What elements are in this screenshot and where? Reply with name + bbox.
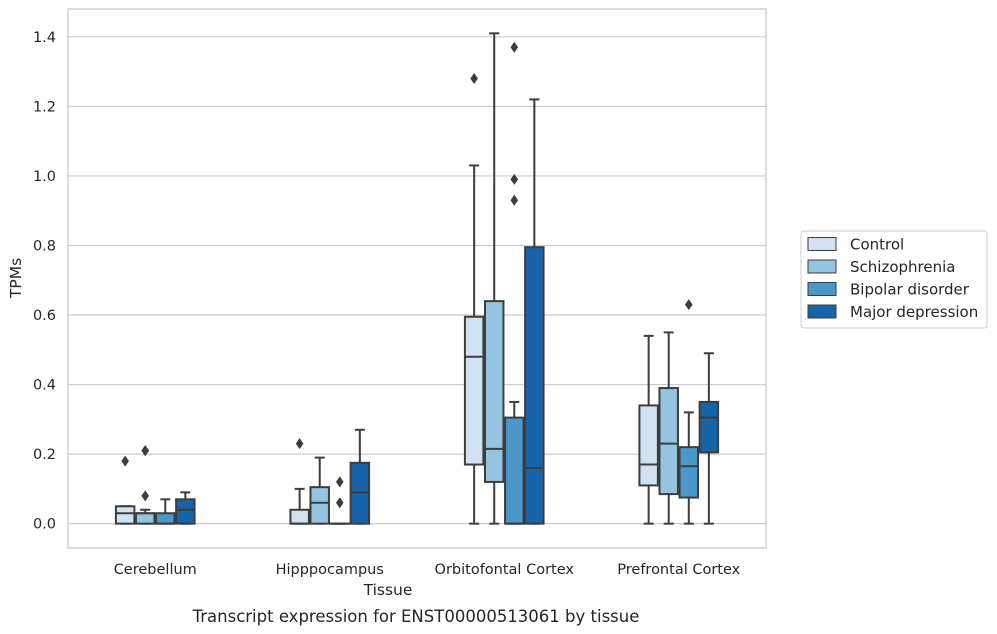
box-body (289, 508, 310, 525)
box-body (524, 246, 545, 525)
legend-box (800, 230, 988, 329)
outlier-point (141, 490, 150, 502)
series-bipolar-disorder (155, 41, 700, 525)
y-axis-ticks: 0.0 0.2 0.4 0.6 0.8 1.0 1.2 1.4 (33, 30, 56, 533)
legend-label: Control (850, 236, 904, 254)
box-element (175, 491, 196, 525)
outlier-point (295, 438, 304, 450)
series-major-depression (175, 98, 720, 525)
y-tick-label: 0.2 (33, 447, 56, 463)
chart-caption: Transcript expression for ENST0000051306… (192, 607, 640, 626)
box-body (309, 486, 330, 525)
box-element (678, 299, 700, 525)
x-tick-label: Orbitofontal Cortex (435, 562, 575, 578)
box-element (524, 98, 545, 525)
box-body (504, 416, 525, 525)
x-axis-ticks: Cerebellum Hipppocampus Orbitofontal Corte… (114, 562, 741, 578)
plot-frame (67, 8, 767, 549)
y-tick-label: 0.0 (33, 517, 56, 533)
outlier-point (510, 173, 519, 185)
box-element (289, 438, 310, 525)
box-element (329, 476, 351, 525)
y-tick-label: 1.2 (33, 99, 56, 115)
outlier-point (335, 476, 344, 488)
box-body (698, 400, 720, 454)
x-tick-label: Hipppocampus (276, 562, 384, 578)
outlier-point (121, 455, 129, 467)
x-axis-label: Tissue (363, 581, 413, 599)
x-tick-label: Prefrontal Cortex (617, 562, 740, 578)
outlier-point (684, 299, 693, 311)
y-tick-label: 1.0 (33, 169, 56, 185)
box-element (658, 331, 679, 525)
box-body (658, 387, 679, 496)
box-element (114, 455, 136, 525)
y-tick-label: 0.6 (33, 308, 56, 324)
legend-swatch (807, 304, 837, 319)
y-tick-label: 1.4 (33, 30, 56, 46)
legend: Control Schizophrenia Bipolar disorder Majo… (800, 230, 988, 329)
outlier-point (335, 497, 344, 509)
box-element (463, 73, 485, 525)
box-body (175, 498, 196, 525)
gridlines (68, 36, 766, 525)
box-element (638, 334, 659, 525)
box-body (134, 512, 156, 525)
outlier-point (510, 41, 519, 53)
y-tick-label: 0.8 (33, 238, 56, 254)
x-tick-label: Cerebellum (114, 562, 197, 578)
legend-swatch (807, 259, 837, 274)
box-element (134, 445, 156, 525)
legend-label: Major depression (850, 303, 978, 321)
outlier-point (141, 445, 150, 457)
legend-label: Schizophrenia (850, 258, 955, 276)
box-element (698, 352, 720, 525)
box-body (463, 315, 485, 466)
box-element (349, 428, 371, 525)
box-body (638, 404, 659, 487)
box-body (114, 505, 136, 525)
series-control (114, 73, 659, 525)
legend-label: Bipolar disorder (850, 281, 970, 299)
box-element (155, 498, 176, 525)
box-body (678, 446, 700, 499)
outlier-point (510, 194, 519, 206)
box-element (504, 41, 525, 525)
box-element (309, 456, 330, 525)
y-tick-label: 0.4 (33, 378, 56, 394)
box-body (483, 300, 505, 483)
outlier-point (470, 73, 478, 85)
y-axis-label: TPMs (7, 258, 25, 299)
series-schizophrenia (134, 32, 679, 525)
legend-swatch (807, 282, 837, 296)
legend-swatch (807, 237, 837, 251)
plot-area (114, 32, 720, 525)
box-body (155, 512, 176, 525)
box-element (483, 32, 505, 525)
